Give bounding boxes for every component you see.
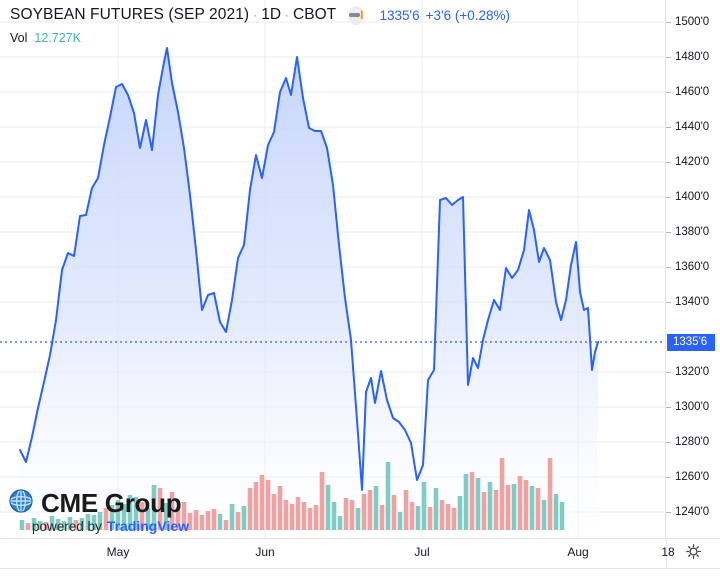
price-axis-tick-label: 1260'0 xyxy=(675,471,710,483)
price-axis-tick: 1360'0 xyxy=(666,260,720,274)
price-axis-tick: 1240'0 xyxy=(666,505,720,519)
time-axis-tick-label: Jun xyxy=(255,545,275,559)
price-axis-tick-label: 1340'0 xyxy=(675,296,710,308)
exchange-label[interactable]: CBOT xyxy=(293,6,337,23)
price-axis-tick: 1460'0 xyxy=(666,85,720,99)
price-line xyxy=(19,47,599,491)
cme-group-name: CME Group xyxy=(41,487,182,518)
tick-mark xyxy=(666,511,671,513)
legend-volume-row: Vol 12.727K xyxy=(10,28,510,47)
price-axis-tick: 1340'0 xyxy=(666,295,720,309)
tick-mark xyxy=(666,21,671,23)
powered-by-row: powered by TradingView xyxy=(32,518,189,534)
price-axis[interactable]: 1335'6 1500'0 1480'0 1460'0 1440'0 1420'0 140… xyxy=(665,0,720,538)
price-axis-tick-label: 1360'0 xyxy=(675,261,710,273)
tick-mark xyxy=(666,371,671,373)
price-axis-tick: 1480'0 xyxy=(666,50,720,64)
price-axis-tick: 1400'0 xyxy=(666,190,720,204)
collapse-icon[interactable] xyxy=(349,5,361,25)
current-price-badge: 1335'6 xyxy=(667,333,715,351)
chart-pane[interactable] xyxy=(0,0,665,538)
time-axis-tick-label: 18 xyxy=(661,545,675,559)
tick-mark xyxy=(666,161,671,163)
price-axis-tick: 1500'0 xyxy=(666,15,720,29)
widget-bottom-divider xyxy=(0,568,720,569)
tick-mark xyxy=(666,406,671,408)
price-axis-tick-label: 1440'0 xyxy=(675,121,710,133)
time-axis[interactable]: May Jun Jul Aug 18 xyxy=(0,538,720,568)
price-axis-tick: 1300'0 xyxy=(666,400,720,414)
price-axis-tick: 1440'0 xyxy=(666,120,720,134)
quote-block: 1335'6 +3'6 (+0.28%) xyxy=(379,8,510,23)
tick-mark xyxy=(666,126,671,128)
cme-logo-row: CME Group xyxy=(8,488,189,518)
legend-separator-1: · xyxy=(253,8,258,22)
interval-toggle-pill[interactable]: D xyxy=(349,5,364,25)
price-axis-tick-label: 1400'0 xyxy=(675,191,710,203)
volume-value: 12.727K xyxy=(34,30,81,45)
price-axis-tick-label: 1280'0 xyxy=(675,436,710,448)
price-axis-tick: 1380'0 xyxy=(666,225,720,239)
tradingview-link[interactable]: TradingView xyxy=(106,518,190,534)
interval-label[interactable]: 1D xyxy=(261,6,282,23)
legend-separator-2: · xyxy=(285,8,290,22)
gear-icon xyxy=(686,543,701,564)
tick-mark xyxy=(666,266,671,268)
price-axis-tick-label: 1420'0 xyxy=(675,156,710,168)
chart-canvas[interactable] xyxy=(0,0,665,538)
price-area-fill xyxy=(20,48,598,538)
price-axis-tick: 1280'0 xyxy=(666,435,720,449)
price-axis-tick-label: 1380'0 xyxy=(675,226,710,238)
price-axis-tick: 1420'0 xyxy=(666,155,720,169)
price-axis-tick-label: 1460'0 xyxy=(675,86,710,98)
symbol-title[interactable]: SOYBEAN FUTURES (SEP 2021) xyxy=(10,6,250,23)
legend-symbol-row: SOYBEAN FUTURES (SEP 2021) · 1D · CBOT D… xyxy=(10,4,510,26)
price-change: +3'6 (+0.28%) xyxy=(425,7,510,23)
time-axis-tick-label: Jul xyxy=(414,545,430,559)
globe-icon xyxy=(8,488,34,519)
chart-settings-button[interactable] xyxy=(666,539,720,568)
cme-branding: CME Group powered by TradingView xyxy=(8,488,189,534)
tick-mark xyxy=(666,231,671,233)
price-axis-tick: 1320'0 xyxy=(666,365,720,379)
time-axis-tick-label: Aug xyxy=(567,545,589,559)
powered-by-label: powered by xyxy=(32,519,102,534)
tick-mark xyxy=(666,441,671,443)
price-axis-tick-label: 1480'0 xyxy=(675,51,710,63)
volume-bars xyxy=(19,458,565,530)
time-axis-tick-label: May xyxy=(106,545,130,559)
tick-mark xyxy=(666,91,671,93)
price-axis-tick-label: 1240'0 xyxy=(675,506,710,518)
price-axis-tick: 1260'0 xyxy=(666,470,720,484)
day-interval-button[interactable]: D xyxy=(360,5,364,25)
chart-legend: SOYBEAN FUTURES (SEP 2021) · 1D · CBOT D… xyxy=(10,4,510,47)
tick-mark xyxy=(666,56,671,58)
price-axis-tick-label: 1320'0 xyxy=(675,366,710,378)
last-price: 1335'6 xyxy=(379,7,420,23)
tick-mark xyxy=(666,301,671,303)
volume-label: Vol xyxy=(10,30,28,45)
price-axis-tick-label: 1300'0 xyxy=(675,401,710,413)
price-axis-tick-label: 1500'0 xyxy=(675,16,710,28)
tick-mark xyxy=(666,476,671,478)
tick-mark xyxy=(666,196,671,198)
